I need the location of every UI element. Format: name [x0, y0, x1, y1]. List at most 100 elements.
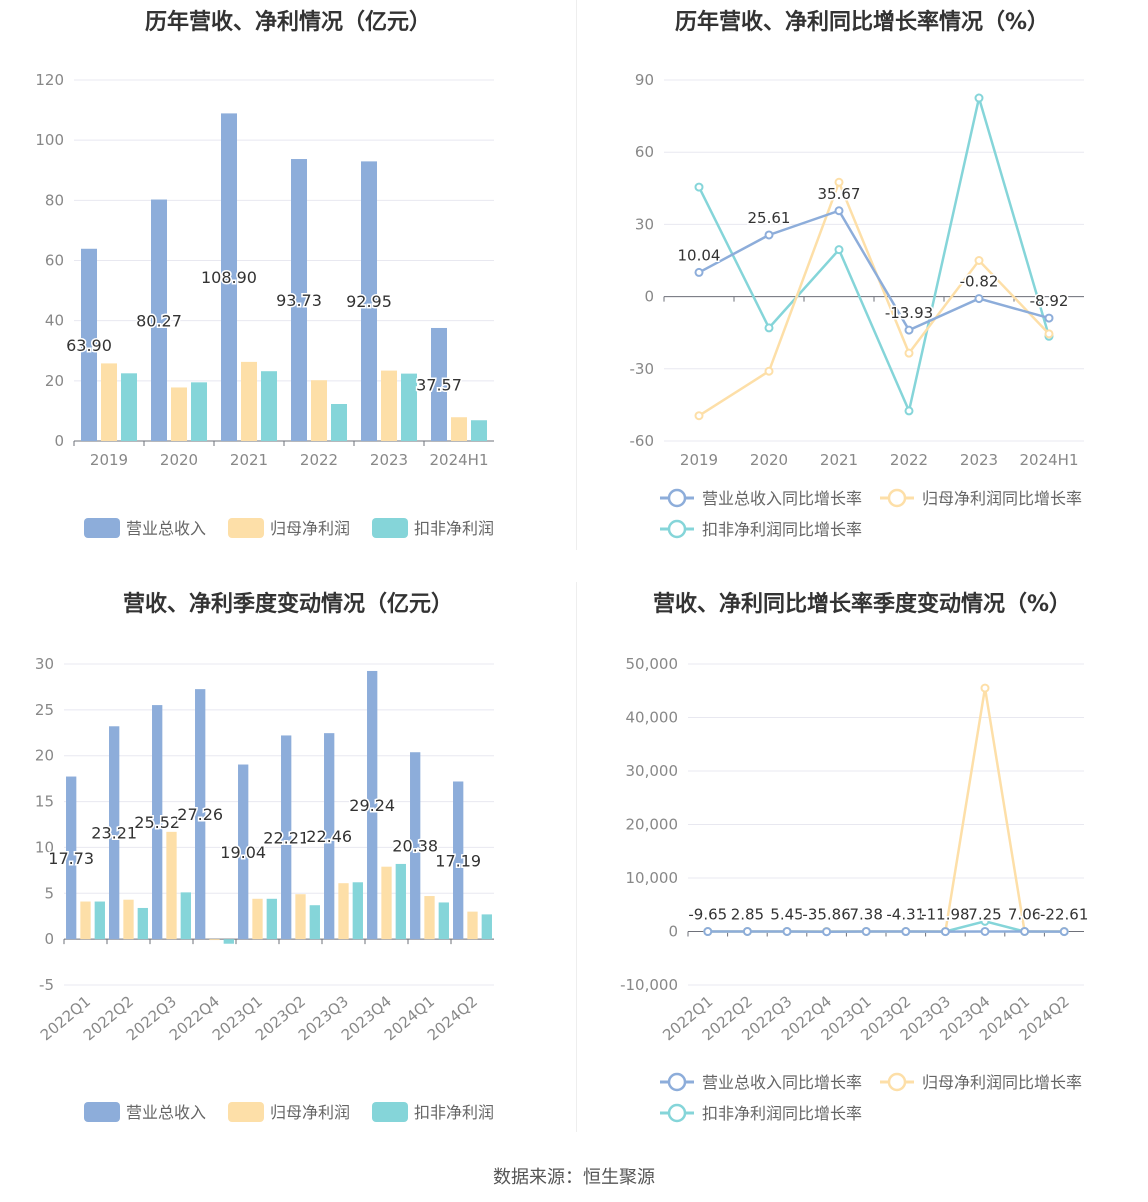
x-tick-label: 2019 — [680, 451, 718, 469]
bar-net-profit — [252, 898, 263, 940]
data-point — [861, 926, 871, 936]
bar-net-profit — [101, 363, 117, 441]
chart-title-annual-growth: 历年营收、净利同比增长率情况（%） — [674, 10, 1050, 35]
data-label: 27.26 — [177, 805, 223, 824]
bar-net-profit — [209, 939, 220, 941]
panel-divider-bottom — [576, 582, 577, 1132]
legend-label: 归母净利润 — [270, 519, 350, 538]
bar-deducted-profit — [180, 892, 191, 940]
legend-swatch — [372, 518, 408, 538]
data-point — [694, 267, 704, 277]
chart-title-quarterly-growth: 营收、净利同比增长率季度变动情况（%） — [652, 592, 1072, 617]
data-point — [980, 683, 990, 693]
data-point — [764, 366, 774, 376]
legend-label: 扣非净利润同比增长率 — [702, 1104, 862, 1123]
data-point — [940, 927, 950, 937]
y-tick-label: 30 — [635, 215, 654, 233]
bar-revenue — [195, 689, 206, 940]
y-tick-label: 120 — [35, 71, 64, 89]
bar-net-profit — [241, 361, 257, 441]
bar-revenue — [367, 670, 378, 940]
y-tick-label: 0 — [54, 432, 64, 450]
y-tick-label: 20,000 — [626, 816, 679, 834]
chart-annual-amounts: 0 20 40 60 80 100 120 2019 2020 2021 2022 2023 2024H… — [35, 71, 494, 538]
data-point — [822, 927, 832, 937]
data-point — [782, 926, 792, 936]
legend-label: 扣非净利润 — [414, 519, 494, 538]
bar-revenue — [152, 705, 163, 940]
x-tick-label: 2020 — [160, 451, 198, 469]
y-tick-label: 25 — [35, 701, 54, 719]
data-point — [901, 927, 911, 937]
bar-net-profit — [467, 911, 478, 940]
data-label: 7.38 — [849, 905, 882, 923]
bar-revenue — [238, 764, 249, 940]
bar-revenue — [291, 159, 307, 441]
bar-revenue — [66, 776, 77, 940]
bar-revenue — [431, 327, 447, 441]
data-label: -11.98 — [921, 906, 969, 924]
y-tick-label: -5 — [39, 976, 54, 994]
x-tick-label: 2019 — [90, 451, 128, 469]
y-tick-label: -60 — [630, 432, 655, 450]
data-label: 10.04 — [678, 246, 721, 264]
y-tick-label: 90 — [635, 71, 654, 89]
data-label: 7.06 — [1008, 905, 1041, 923]
bar-deducted-profit — [395, 863, 406, 940]
data-point — [834, 245, 844, 255]
x-tick-label: 2022 — [300, 451, 338, 469]
data-label: -9.65 — [688, 906, 727, 924]
data-label: 22.21 — [263, 828, 309, 847]
x-tick-label: 2022 — [890, 451, 928, 469]
data-label: 108.90 — [201, 268, 257, 287]
legend-swatch — [372, 1102, 408, 1122]
y-tick-label: 10 — [35, 838, 54, 856]
bar-deducted-profit — [438, 902, 449, 940]
data-label: 20.38 — [392, 837, 438, 856]
data-label: 7.25 — [968, 905, 1001, 923]
y-tick-label: 40,000 — [626, 709, 679, 727]
y-tick-label: 60 — [45, 252, 64, 270]
bar-net-profit — [166, 831, 177, 940]
series-line — [698, 209, 1050, 332]
y-tick-label: -30 — [630, 360, 655, 378]
series-line — [707, 687, 1065, 933]
data-label: 17.19 — [435, 851, 481, 870]
bar-revenue — [151, 199, 167, 441]
x-tick-label: 2024H1 — [1020, 451, 1079, 469]
y-tick-label: 40 — [45, 312, 64, 330]
bar-deducted-profit — [401, 373, 417, 441]
data-label: -0.82 — [960, 273, 999, 291]
bar-deducted-profit — [261, 371, 277, 441]
y-tick-label: 20 — [35, 747, 54, 765]
legend-marker — [887, 488, 907, 508]
bar-net-profit — [171, 387, 187, 441]
bar-revenue — [361, 161, 377, 441]
bar-deducted-profit — [471, 420, 487, 441]
data-point — [834, 206, 844, 216]
panel-quarterly-growth: 营收、净利同比增长率季度变动情况（%） -10,000 0 10,000 20,000… — [576, 582, 1148, 1142]
legend-marker — [887, 1072, 907, 1092]
legend-label: 扣非净利润同比增长率 — [702, 520, 862, 539]
y-tick-label: 20 — [45, 372, 64, 390]
data-point — [974, 256, 984, 265]
panel-annual-growth: 历年营收、净利同比增长率情况（%） -60 -30 0 30 60 90 2019 2020 2… — [576, 0, 1148, 560]
x-tick-label: 2023 — [370, 451, 408, 469]
legend-swatch — [228, 1102, 264, 1122]
data-label: 37.57 — [416, 375, 462, 394]
y-tick-label: 30 — [35, 655, 54, 673]
bar-net-profit — [295, 894, 306, 940]
data-label: 25.52 — [134, 813, 180, 832]
data-label: 63.90 — [66, 336, 112, 355]
bar-net-profit — [381, 866, 392, 940]
legend-swatch — [84, 1102, 120, 1122]
bar-revenue — [81, 248, 97, 441]
data-label: 92.95 — [346, 292, 392, 311]
bar-net-profit — [123, 899, 134, 940]
data-point — [980, 926, 990, 936]
data-point — [1044, 313, 1054, 323]
bar-revenue — [221, 113, 237, 441]
bar-net-profit — [311, 380, 327, 441]
legend-marker — [667, 1072, 687, 1092]
data-label: -35.86 — [802, 906, 850, 924]
